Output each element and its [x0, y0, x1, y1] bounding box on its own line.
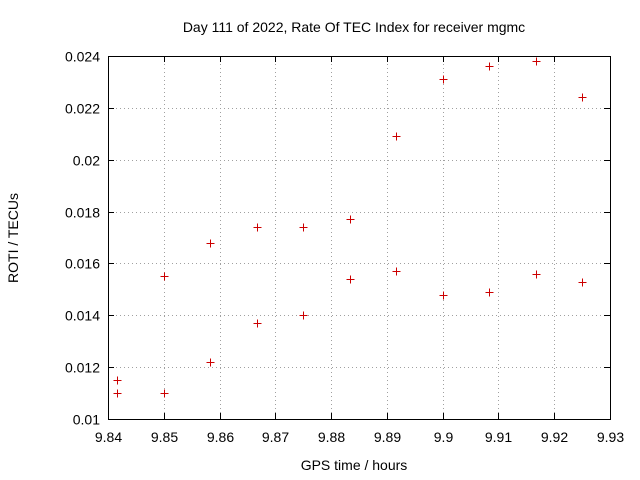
chart-title: Day 111 of 2022, Rate Of TEC Index for r…: [183, 19, 525, 35]
x-tick-label: 9.89: [374, 429, 401, 445]
data-point: [206, 239, 215, 248]
data-point: [113, 389, 122, 398]
axis-layer: 9.84 9.85 9.86 9.87 9.88 9.89 9.9 9.91 9.92 9.93 0…: [65, 49, 624, 446]
y-tick-label: 0.012: [65, 360, 100, 376]
data-point: [439, 75, 448, 84]
data-point: [299, 223, 308, 232]
x-axis-label: GPS time / hours: [301, 457, 408, 473]
plot-frame: [108, 56, 611, 420]
data-point: [253, 319, 262, 328]
grid-layer: [108, 56, 610, 419]
data-point: [299, 311, 308, 320]
x-tick-label: 9.87: [262, 429, 289, 445]
data-point: [392, 132, 401, 141]
points-layer: [113, 57, 587, 398]
y-tick-label: 0.02: [73, 153, 100, 169]
y-tick-label: 0.01: [73, 412, 100, 428]
y-tick-label: 0.024: [65, 49, 100, 65]
data-point: [392, 267, 401, 276]
y-tick-label: 0.022: [65, 101, 100, 117]
data-point: [578, 278, 587, 287]
x-tick-label: 9.85: [151, 429, 178, 445]
data-point: [578, 93, 587, 102]
data-point: [485, 62, 494, 71]
x-tick-label: 9.92: [541, 429, 568, 445]
x-tick-label: 9.86: [207, 429, 234, 445]
data-point: [113, 376, 122, 385]
data-point: [346, 215, 355, 224]
data-point: [160, 389, 169, 398]
x-tick-label: 9.9: [434, 429, 454, 445]
data-point: [253, 223, 262, 232]
data-point: [532, 57, 541, 66]
x-tick-label: 9.91: [485, 429, 512, 445]
y-tick-label: 0.014: [65, 308, 100, 324]
data-point: [485, 288, 494, 297]
y-axis-label: ROTI / TECUs: [5, 193, 21, 283]
data-point: [532, 270, 541, 279]
data-point: [346, 275, 355, 284]
data-point: [439, 291, 448, 300]
data-point: [206, 358, 215, 367]
data-point: [160, 272, 169, 281]
y-tick-label: 0.016: [65, 256, 100, 272]
y-tick-label: 0.018: [65, 205, 100, 221]
x-tick-label: 9.84: [95, 429, 122, 445]
x-tick-label: 9.93: [597, 429, 624, 445]
x-tick-label: 9.88: [318, 429, 345, 445]
